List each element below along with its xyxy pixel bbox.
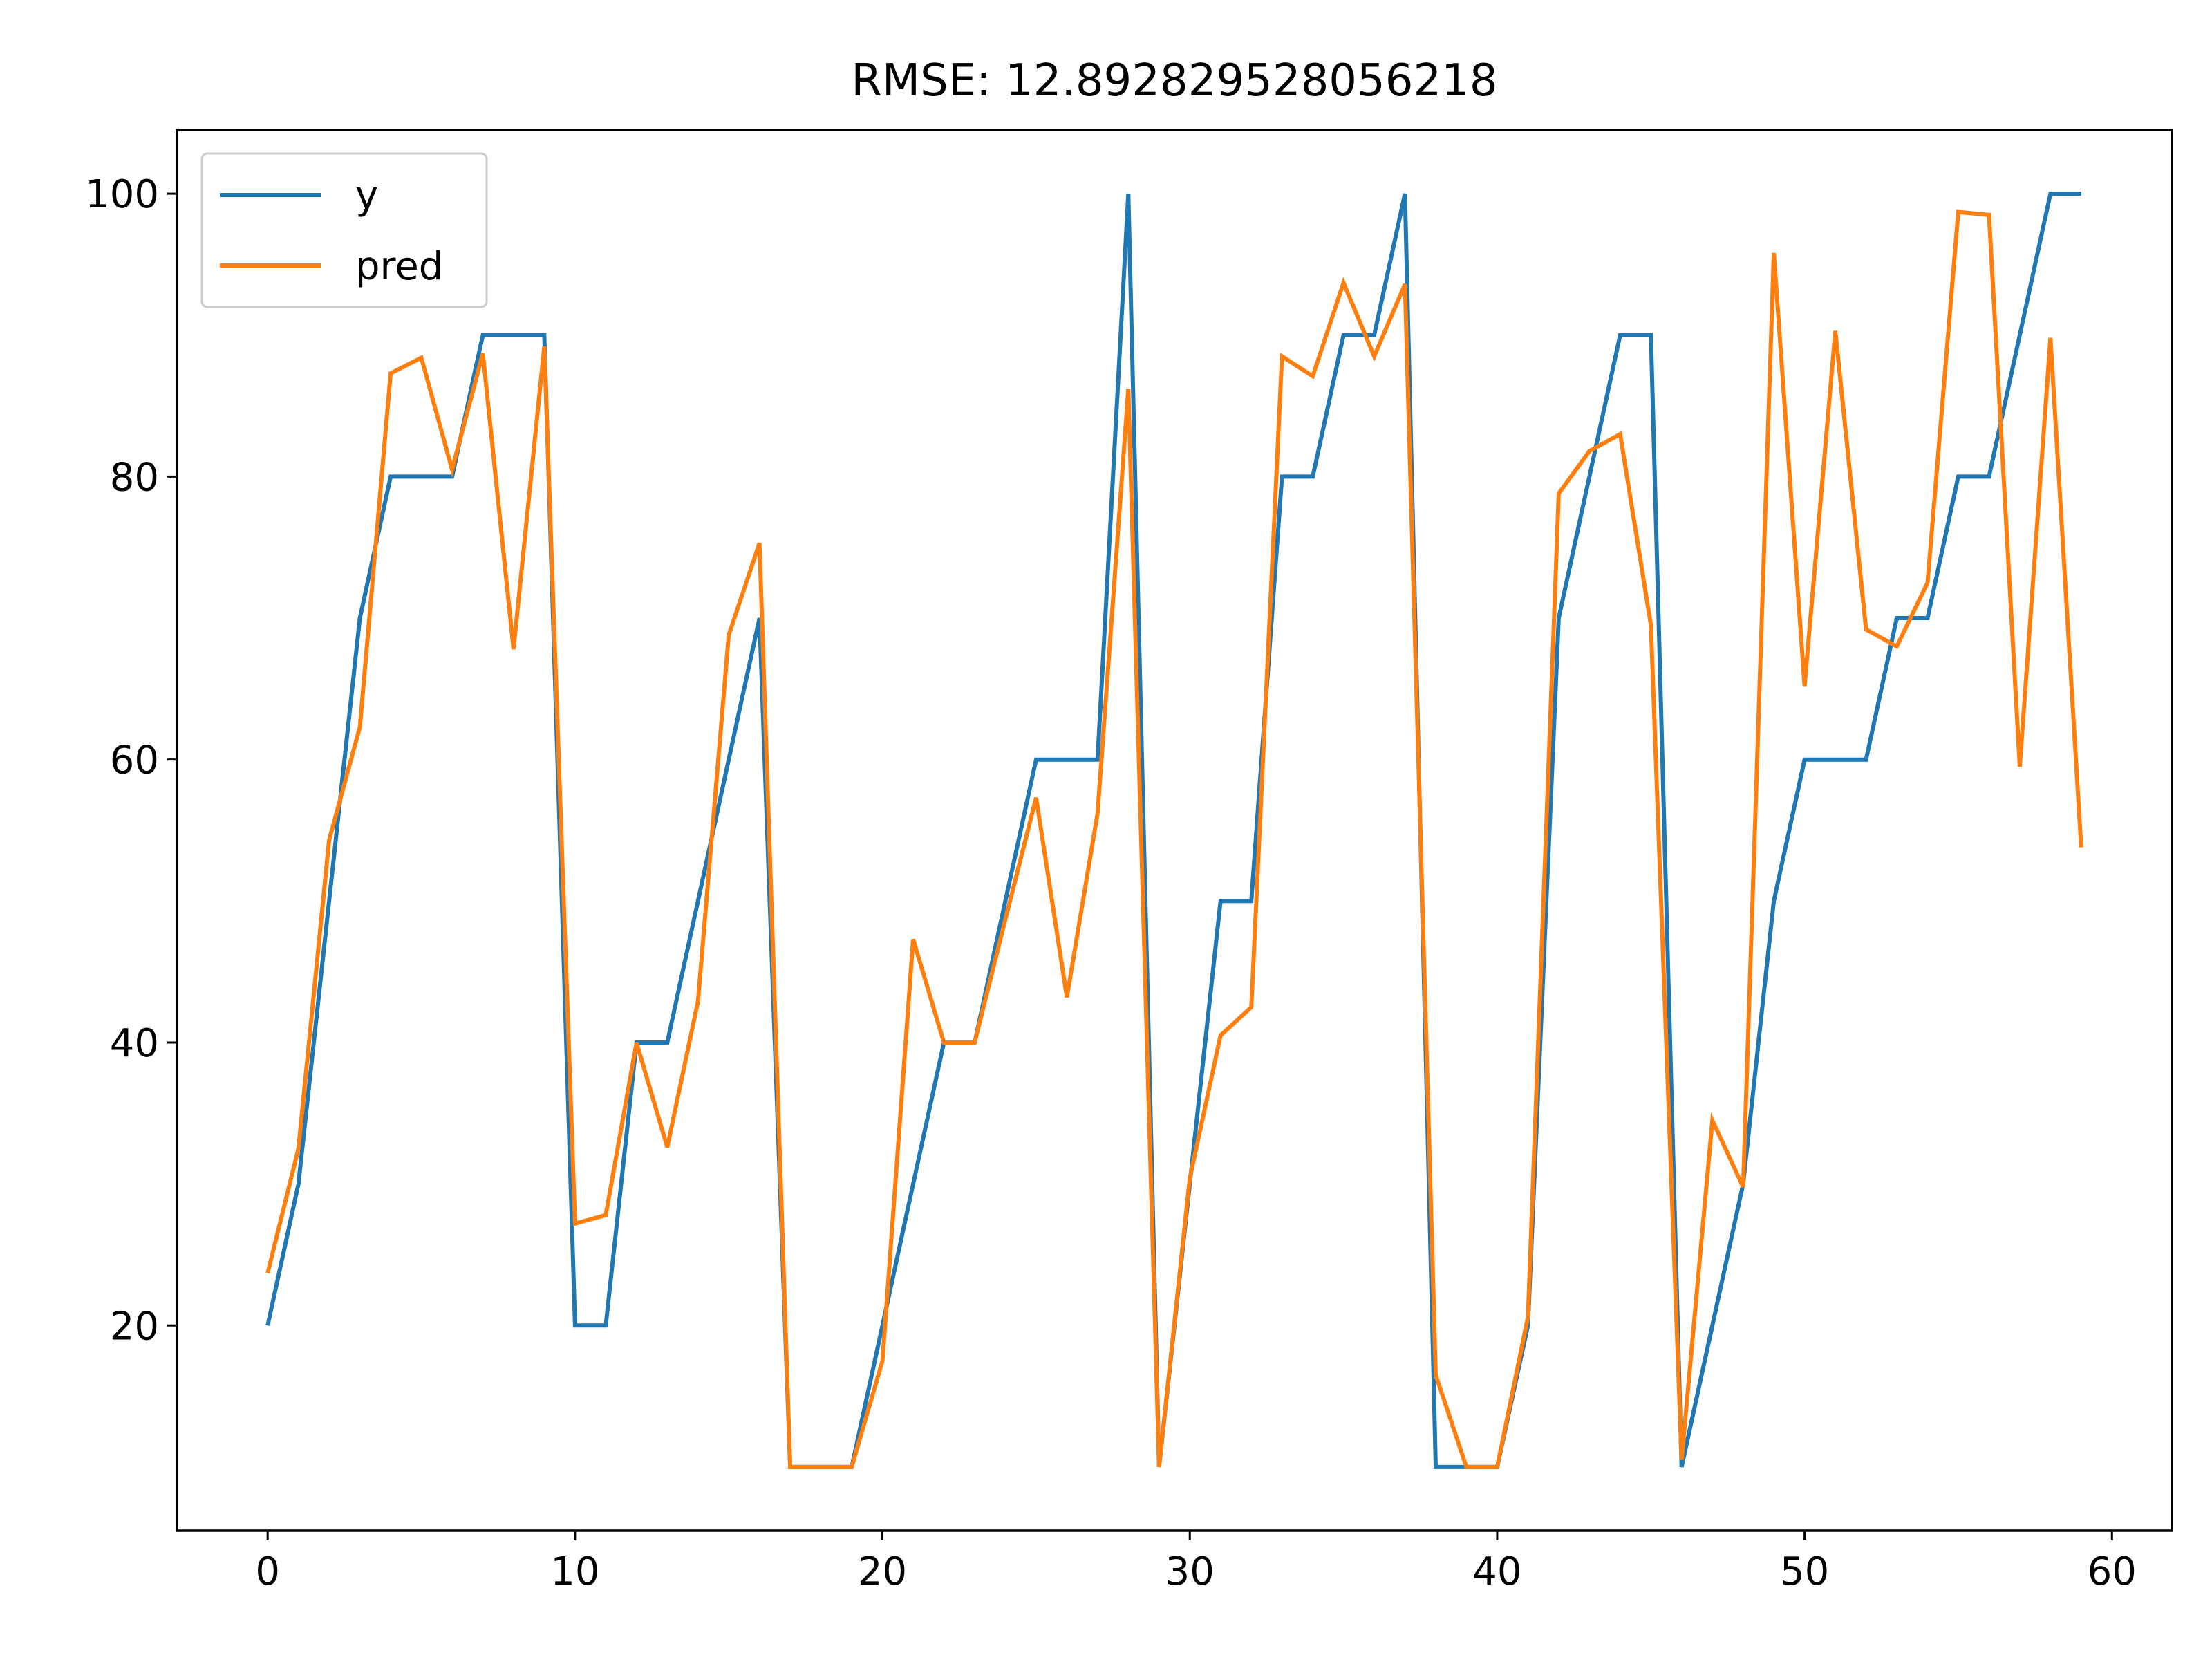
legend-box bbox=[200, 152, 488, 308]
legend-label-y: y bbox=[355, 174, 378, 218]
y-tick-label: 40 bbox=[110, 1021, 159, 1066]
series-layer bbox=[265, 192, 2083, 1469]
y-tick-label: 80 bbox=[110, 455, 159, 500]
x-tick-label: 10 bbox=[550, 1549, 599, 1594]
plot-area-frame bbox=[176, 129, 2173, 1532]
series-line-pred bbox=[265, 209, 2083, 1469]
y-tick-label: 60 bbox=[110, 738, 159, 783]
y-axis: 20 40 60 80 100 bbox=[85, 172, 177, 1349]
x-tick-label: 20 bbox=[858, 1549, 907, 1594]
legend: y pred bbox=[200, 152, 488, 308]
x-tick-label: 30 bbox=[1165, 1549, 1215, 1594]
x-tick-label: 60 bbox=[2088, 1549, 2137, 1594]
y-tick-label: 20 bbox=[110, 1304, 159, 1349]
x-tick-label: 50 bbox=[1780, 1549, 1829, 1594]
x-axis: 0 10 20 30 40 50 60 bbox=[255, 1531, 2137, 1594]
chart-title: RMSE: 12.892829528056218 bbox=[851, 55, 1497, 106]
legend-label-pred: pred bbox=[355, 244, 443, 289]
y-tick-label: 100 bbox=[85, 172, 159, 217]
x-tick-label: 40 bbox=[1472, 1549, 1521, 1594]
x-tick-label: 0 bbox=[255, 1549, 280, 1594]
